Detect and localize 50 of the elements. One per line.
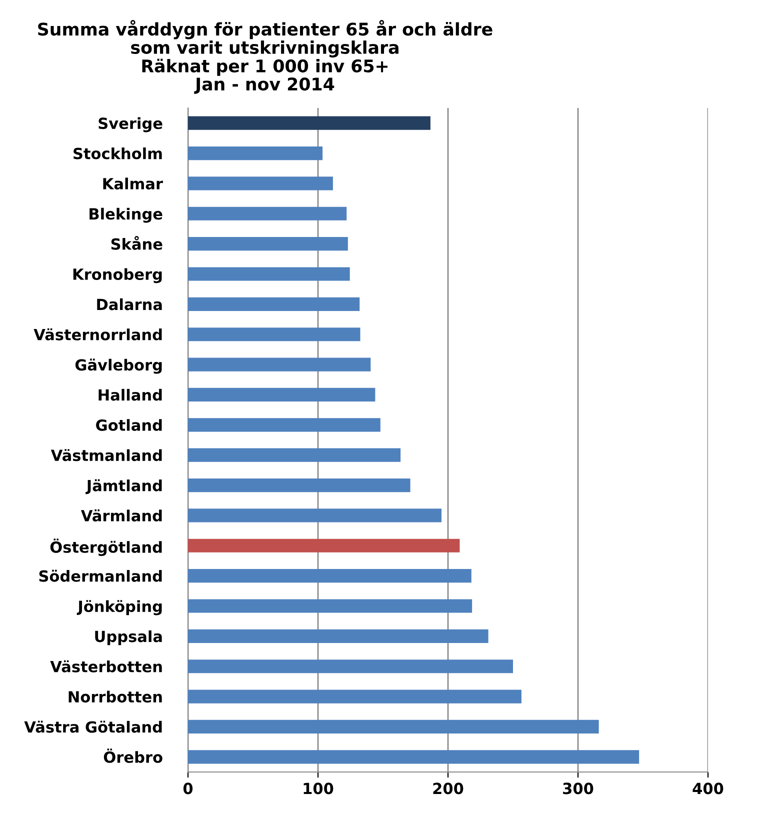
y-tick-label: Östergötland: [50, 538, 162, 556]
y-tick-label: Västmanland: [50, 449, 162, 462]
y-tick-label: Västernorrland: [34, 328, 162, 340]
chart-title: Summa vårddygn för patienter 65 år och äldre som varit utskrivningsklara Räknat per 1 000 inv 65+ Jan - nov 2014: [38, 20, 492, 94]
bar: [188, 690, 522, 704]
y-tick-label: Skåne: [111, 236, 162, 250]
y-tick-label: Västra Götaland: [24, 720, 162, 733]
bar: [188, 750, 640, 764]
x-tick-label: 400: [692, 782, 724, 794]
bar: [188, 146, 323, 160]
x-tick-label: 300: [563, 782, 594, 794]
bar: [188, 599, 472, 613]
bar: [188, 418, 380, 432]
y-tick-label: Gotland: [96, 419, 162, 431]
y-tick-label: Norrbotten: [68, 690, 162, 703]
bar: [188, 538, 460, 552]
y-tick-label: Kalmar: [103, 178, 163, 190]
bar: [188, 448, 401, 462]
bar: [188, 297, 360, 311]
bar: [188, 720, 599, 734]
y-tick-label: Södermanland: [39, 570, 162, 582]
y-tick-label: Stockholm: [74, 147, 162, 160]
bar: [188, 328, 360, 342]
y-tick-label: Kronoberg: [73, 268, 162, 284]
bar: [188, 206, 347, 220]
bar: [188, 267, 350, 281]
y-tick-label: Halland: [98, 388, 162, 401]
y-tick-label: Gävleborg: [75, 358, 162, 374]
y-tick-label: Jämtland: [86, 479, 162, 494]
bar: [188, 629, 488, 643]
y-tick-label: Sverige: [98, 117, 162, 132]
bar: [188, 569, 472, 583]
bar: [188, 237, 348, 251]
y-tick-label: Uppsala: [95, 630, 162, 646]
bar: [188, 176, 333, 190]
bar: [188, 116, 430, 130]
y-tick-label: Blekinge: [90, 208, 162, 223]
x-tick-label: 100: [304, 782, 334, 794]
bar: [188, 660, 513, 674]
y-tick-label: Värmland: [80, 509, 162, 522]
bar: [188, 478, 410, 492]
x-tick-label: 0: [183, 782, 193, 794]
bar: [188, 358, 371, 372]
y-tick-label: Jönköping: [76, 600, 162, 616]
y-tick-label: Örebro: [104, 748, 162, 763]
bar: [188, 508, 442, 522]
y-tick-label: Dalarna: [97, 298, 162, 310]
x-tick-label: 200: [433, 782, 464, 794]
y-tick-label: Västerbotten: [50, 660, 162, 672]
bar: [188, 388, 376, 402]
